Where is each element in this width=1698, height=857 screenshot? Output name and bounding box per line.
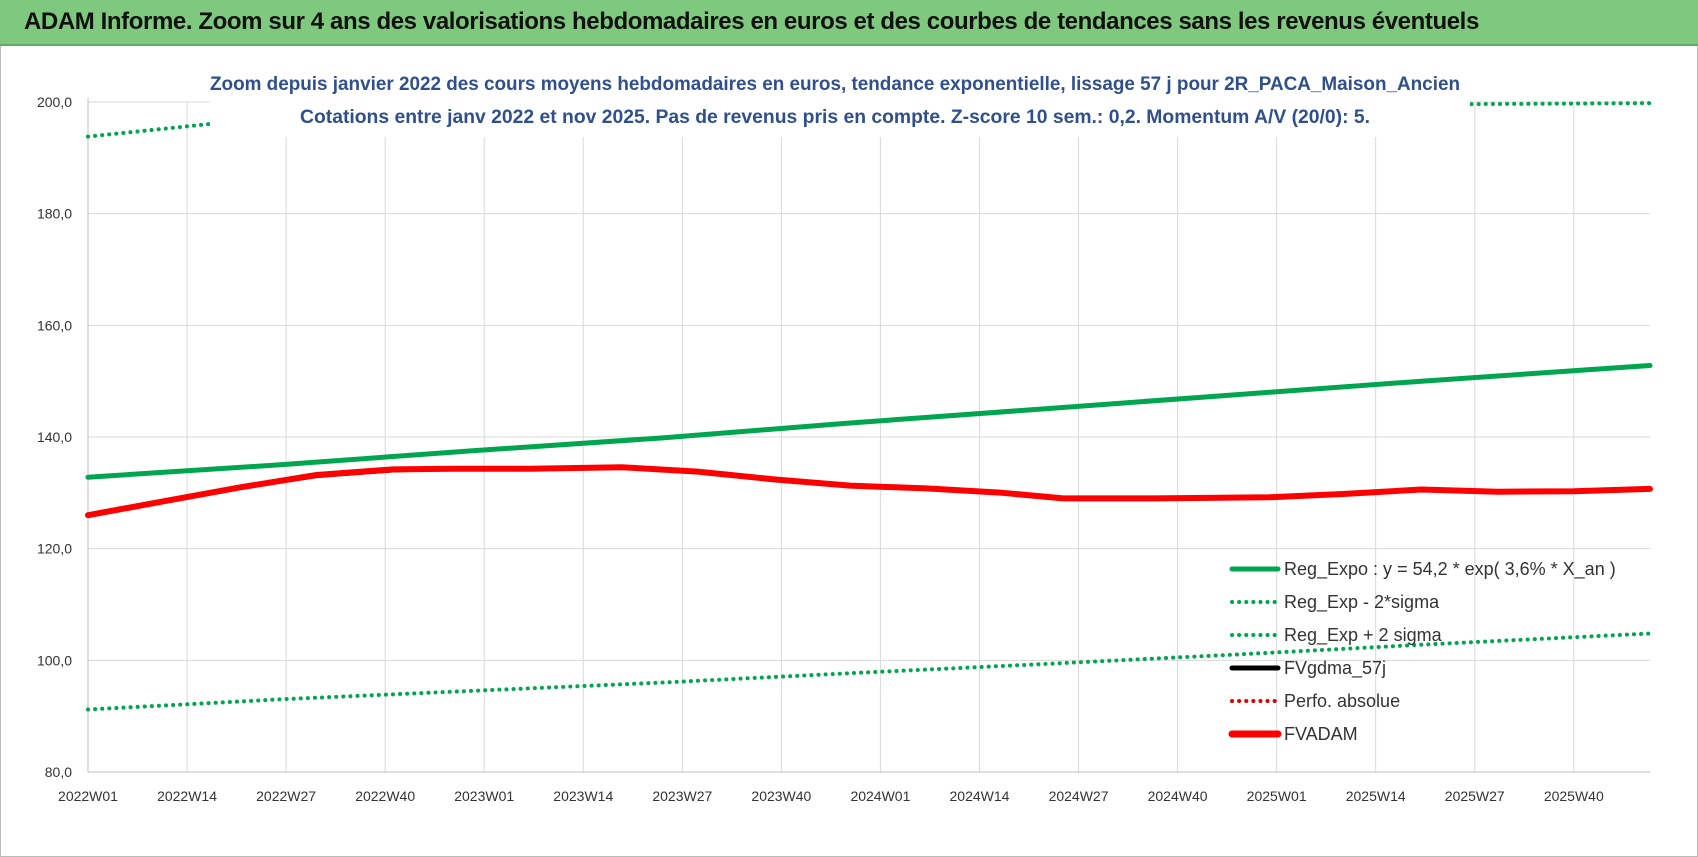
report-title: ADAM Informe. Zoom sur 4 ans des valoris… [24,8,1479,35]
series-line-5 [85,464,1653,519]
y-tick-label: 180,0 [37,206,72,222]
y-tick-label: 200,0 [37,94,72,110]
x-tick-label: 2024W40 [1148,788,1208,804]
series-line-0 [85,363,1653,480]
x-tick-label: 2025W40 [1544,788,1604,804]
legend-label: Reg_Exp + 2 sigma [1284,625,1443,646]
legend-label: Reg_Exp - 2*sigma [1284,592,1440,613]
chart-axes: 80,0 100,0 120,0 140,0 160,0 180,0 200,0 2022W0… [37,94,1650,804]
y-tick-label: 120,0 [37,541,72,557]
y-tick-label: 100,0 [37,652,72,668]
x-tick-label: 2024W01 [850,788,910,804]
x-tick-label: 2022W27 [256,788,316,804]
x-tick-label: 2025W01 [1247,788,1307,804]
x-tick-label: 2023W14 [553,788,613,804]
legend-label: Reg_Expo : y = 54,2 * exp( 3,6% * X_an ) [1284,559,1616,580]
x-tick-label: 2025W14 [1346,788,1406,804]
x-tick-label: 2022W40 [355,788,415,804]
legend-label: FVgdma_57j [1284,658,1386,679]
x-tick-label: 2022W01 [58,788,118,804]
legend-label: Perfo. absolue [1284,691,1400,711]
subtitle-background [210,62,1470,137]
y-tick-label: 160,0 [37,317,72,333]
x-tick-label: 2024W27 [1049,788,1109,804]
y-tick-label: 140,0 [37,429,72,445]
legend-label: FVADAM [1284,724,1358,744]
report-banner: ADAM Informe. Zoom sur 4 ans des valoris… [0,0,1698,46]
chart-title: Zoom depuis janvier 2022 des cours moyen… [210,74,1460,95]
chart-legend: Reg_Expo : y = 54,2 * exp( 3,6% * X_an )… [1228,559,1616,744]
x-tick-label: 2023W40 [751,788,811,804]
x-tick-label: 2023W01 [454,788,514,804]
chart-series [85,101,1653,712]
y-tick-label: 80,0 [45,764,72,780]
x-tick-label: 2023W27 [652,788,712,804]
chart-subtitle: Cotations entre janv 2022 et nov 2025. P… [300,107,1370,128]
series-line-1 [86,631,1652,712]
x-tick-label: 2022W14 [157,788,217,804]
x-tick-label: 2025W27 [1445,788,1505,804]
series-line-2 [86,101,1652,139]
x-tick-label: 2024W14 [950,788,1010,804]
